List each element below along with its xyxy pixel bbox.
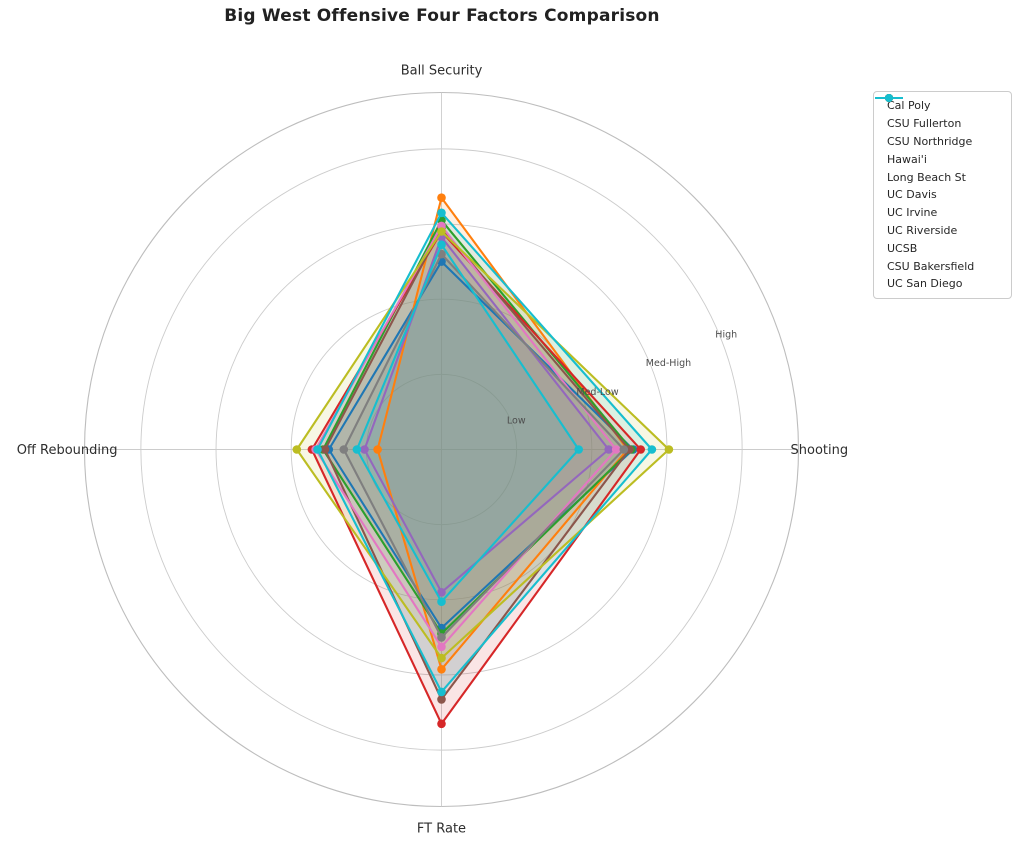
series-marker-uc-davis-off-rebounding — [320, 445, 330, 454]
series-marker-csu-bakersfield-off-rebounding — [313, 445, 322, 454]
series-marker-csu-bakersfield-ball-security — [437, 208, 446, 218]
legend-label-long-beach-st: Long Beach St — [887, 170, 966, 184]
series-marker-uc-irvine-ft-rate — [437, 642, 446, 652]
series-marker-csu-bakersfield-shooting — [647, 445, 657, 454]
series-marker-long-beach-st-shooting — [604, 445, 613, 454]
series-marker-csu-fullerton-ft-rate — [437, 665, 446, 674]
axis-label-off-rebounding: Off Rebounding — [17, 443, 118, 458]
series-marker-uc-riverside-shooting — [619, 445, 629, 454]
series-marker-ucsb-ball-security — [437, 227, 446, 236]
legend-item-long-beach-st: Long Beach St — [875, 94, 1005, 186]
series-marker-ucsb-shooting — [664, 445, 674, 454]
series-marker-long-beach-st-ft-rate — [437, 588, 446, 597]
legend-label-uc-san-diego: UC San Diego — [887, 277, 963, 291]
series-fill-uc-san-diego — [356, 244, 579, 602]
series-marker-uc-riverside-ft-rate — [437, 633, 446, 642]
legend-item-uc-davis: UC Davis — [875, 94, 1005, 204]
legend-label-uc-davis: UC Davis — [887, 188, 937, 202]
axis-label-ball-security: Ball Security — [401, 64, 483, 79]
legend-item-ucsb: UCSB — [875, 94, 1005, 257]
series-marker-ucsb-off-rebounding — [292, 445, 302, 454]
legend-label-uc-irvine: UC Irvine — [887, 206, 938, 220]
rtick-label-low: Low — [507, 416, 526, 427]
legend-item-uc-riverside: UC Riverside — [875, 94, 1005, 240]
legend-item-uc-san-diego: UC San Diego — [875, 94, 1005, 293]
legend-label-uc-riverside: UC Riverside — [887, 223, 958, 237]
legend: Cal Poly CSU Fullerton CSU Northridge Hawai… — [873, 91, 1012, 299]
legend-label-csu-bakersfield: CSU Bakersfield — [887, 259, 975, 273]
series-fill-csu-fullerton — [377, 197, 628, 670]
legend-item-csu-fullerton: CSU Fullerton — [875, 94, 1005, 133]
series-marker-uc-san-diego-off-rebounding — [352, 445, 362, 454]
legend-item-hawai-i: Hawai'i — [875, 94, 1005, 168]
series-marker-long-beach-st-off-rebounding — [360, 445, 369, 454]
legend-label-csu-northridge: CSU Northridge — [887, 134, 973, 148]
rtick-label-med-high: Med-High — [646, 358, 691, 369]
series-marker-uc-davis-ft-rate — [437, 695, 446, 704]
series-marker-csu-fullerton-ball-security — [437, 193, 446, 202]
legend-item-uc-irvine: UC Irvine — [875, 94, 1005, 222]
series-marker-csu-bakersfield-ft-rate — [437, 687, 446, 697]
rtick-label-high: High — [715, 329, 737, 340]
series-marker-uc-san-diego-shooting — [574, 445, 583, 454]
series-marker-hawai-i-shooting — [636, 445, 645, 454]
series-fill-long-beach-st — [364, 237, 609, 593]
series-marker-uc-san-diego-ft-rate — [437, 597, 446, 606]
series-marker-ucsb-ft-rate — [437, 653, 446, 663]
series-marker-uc-riverside-off-rebounding — [339, 445, 349, 454]
legend-item-csu-bakersfield: CSU Bakersfield — [875, 94, 1005, 275]
series-marker-csu-fullerton-off-rebounding — [373, 445, 382, 454]
legend-item-csu-northridge: CSU Northridge — [875, 94, 1005, 151]
rtick-label-med-low: Med-Low — [576, 387, 618, 398]
axis-label-shooting: Shooting — [791, 443, 849, 458]
legend-label-cal-poly: Cal Poly — [887, 99, 931, 113]
series-marker-uc-san-diego-ball-security — [437, 240, 446, 249]
legend-label-hawai-i: Hawai'i — [887, 152, 927, 166]
legend-swatch-uc-san-diego — [875, 94, 903, 102]
series-marker-hawai-i-ft-rate — [437, 719, 446, 729]
axis-label-ft-rate: FT Rate — [417, 822, 466, 837]
series-marker-uc-irvine-shooting — [611, 445, 621, 454]
legend-marker-sample — [885, 94, 893, 102]
legend-label-ucsb: UCSB — [887, 241, 918, 255]
legend-label-csu-fullerton: CSU Fullerton — [887, 117, 962, 131]
chart-title: Big West Offensive Four Factors Comparis… — [224, 6, 660, 26]
